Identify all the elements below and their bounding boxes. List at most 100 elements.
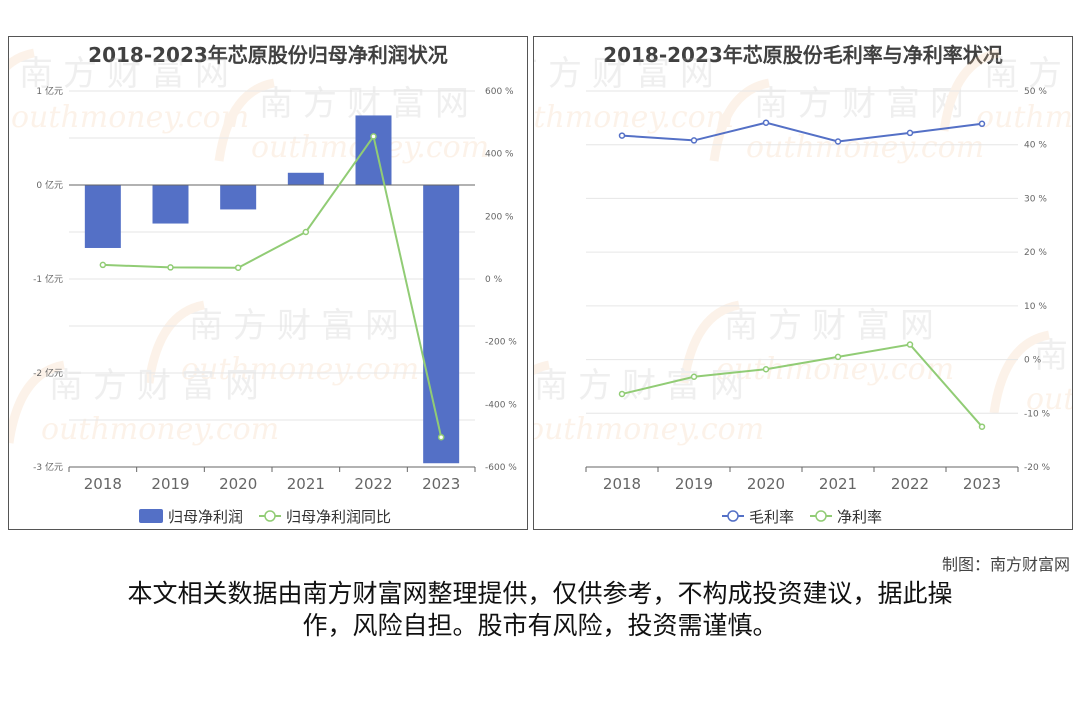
watermark-brand-en: outhmoney.com [534, 100, 734, 135]
legend-swatch-bar [139, 509, 163, 523]
disclaimer-line-2: 作，风险自担。股市有风险，投资需谨慎。 [302, 611, 778, 640]
y-right-tick-label: -400 % [485, 400, 517, 410]
y-right-tick-label: 20 % [1024, 248, 1047, 258]
disclaimer-line-1: 本文相关数据由南方财富网整理提供，仅供参考，不构成投资建议，据此操 [127, 579, 953, 608]
y-right-tick-label: 10 % [1024, 302, 1047, 312]
y-right-tick-label: 200 % [485, 212, 514, 222]
watermark-swoosh [939, 48, 1001, 132]
point-yoy-2022 [370, 133, 377, 140]
point-net-margin-2021 [834, 353, 842, 361]
bar-2018 [84, 185, 121, 248]
y-right-tick-label: -20 % [1024, 463, 1051, 473]
point-gross-margin-2020 [762, 119, 770, 126]
chart-title-margins: 2018-2023年芯原股份毛利率与净利率状况 [603, 43, 1003, 67]
watermark-brand-en: outhmoney.com [976, 100, 1073, 135]
point-net-margin-2019 [690, 373, 698, 381]
y-left-tick-label: -3 亿元 [33, 461, 63, 473]
point-net-margin-2018 [618, 390, 626, 398]
point-gross-margin-2023 [978, 120, 986, 128]
y-right-tick-label: 0 % [1024, 356, 1042, 366]
x-tick-label-2023: 2023 [963, 475, 1001, 493]
x-tick-label-2018: 2018 [84, 475, 122, 493]
x-tick-label-2019: 2019 [675, 475, 713, 493]
chart-credit: 制图：南方财富网 [941, 555, 1070, 574]
point-yoy-2020 [234, 264, 242, 271]
legend-label-gross-margin: 毛利率 [749, 508, 794, 526]
y-left-tick-label: -2 亿元 [33, 367, 63, 379]
y-right-tick-label: 400 % [485, 150, 514, 160]
point-gross-margin-2022 [906, 129, 914, 137]
chart-panel-net-profit: 2018-2023年芯原股份归母净利润状况 南方财富网 outhmoney.com… [8, 36, 528, 530]
series-line-net-margin [621, 343, 983, 428]
watermark-swoosh [679, 300, 741, 384]
bar-2022 [355, 115, 392, 185]
series-line-yoy [102, 134, 443, 438]
point-gross-margin-2021 [834, 138, 842, 145]
series-line-gross-margin [621, 121, 983, 143]
watermark-brand-en: outhmoney.com [181, 352, 419, 387]
watermark-swoosh [989, 330, 1051, 414]
watermark-swoosh [9, 360, 66, 444]
legend: 毛利率 净利率 [722, 508, 882, 526]
watermark-swoosh [214, 78, 276, 162]
watermark-brand-cn: 南方财富网 [754, 84, 974, 124]
watermark-brand-cn: 南方财富网 [534, 366, 754, 406]
bar-2020 [220, 185, 257, 210]
watermark-brand-en: outhmoney.com [1026, 382, 1073, 417]
y-left-tick-label: 1 亿元 [36, 85, 63, 97]
point-yoy-2018 [99, 261, 107, 269]
y-right-tick-label: -600 % [485, 463, 517, 473]
point-yoy-2019 [167, 264, 174, 271]
watermark-swoosh [144, 300, 206, 384]
chart-panel-margins: 2018-2023年芯原股份毛利率与净利率状况 南方财富网outhmoney.c… [533, 36, 1073, 530]
watermark-brand-en: outhmoney.com [534, 412, 764, 447]
legend: 归母净利润 归母净利润同比 [139, 508, 391, 526]
watermark-brand-en: outhmoney.com [746, 130, 984, 165]
watermark-swoosh [9, 48, 36, 71]
legend-label-net-margin: 净利率 [837, 508, 882, 526]
watermark: 南方财富网outhmoney.com南方财富网outhmoney.com南方财富… [534, 48, 1073, 447]
point-yoy-2021 [302, 228, 310, 236]
x-tick-label-2019: 2019 [151, 475, 189, 493]
disclaimer: 本文相关数据由南方财富网整理提供，仅供参考，不构成投资建议，据此操 作，风险自担… [80, 578, 1000, 642]
chart-net-profit: 南方财富网outhmoney.com南方财富网outhmoney.com南方财富… [9, 48, 517, 526]
watermark-brand-en: outhmoney.com [41, 412, 279, 447]
watermark-brand-cn: 南方财富网 [49, 366, 269, 406]
legend-swatch-marker [815, 510, 827, 522]
y-right-tick-label: -10 % [1024, 409, 1051, 419]
y-right-tick-label: 50 % [1024, 87, 1047, 97]
watermark: 南方财富网outhmoney.com南方财富网outhmoney.com南方财富… [9, 48, 489, 447]
point-gross-margin-2019 [690, 137, 698, 144]
point-net-margin-2023 [978, 423, 986, 430]
point-yoy-2023 [437, 433, 445, 441]
x-tick-label-2022: 2022 [354, 475, 392, 493]
bar-2023 [423, 185, 460, 464]
point-net-margin-2022 [906, 341, 914, 348]
y-right-tick-label: -200 % [485, 338, 517, 348]
chart-title-net-profit: 2018-2023年芯原股份归母净利润状况 [88, 43, 448, 67]
legend-label-line: 归母净利润同比 [286, 508, 391, 526]
x-tick-label-2018: 2018 [603, 475, 641, 493]
y-right-tick-label: 600 % [485, 87, 514, 97]
x-tick-label-2021: 2021 [287, 475, 325, 493]
legend-label-bar: 归母净利润 [168, 508, 243, 526]
chart-margins: 南方财富网outhmoney.com南方财富网outhmoney.com南方财富… [534, 48, 1073, 526]
x-tick-label-2020: 2020 [747, 475, 785, 493]
y-left-tick-label: 0 亿元 [36, 179, 63, 191]
legend-swatch-marker [264, 510, 276, 522]
point-net-margin-2020 [762, 365, 770, 373]
watermark-brand-cn: 南方财富网 [984, 54, 1073, 94]
watermark-brand-cn: 南方财富网 [19, 54, 239, 94]
legend-swatch-marker [727, 510, 739, 522]
x-tick-label-2021: 2021 [819, 475, 857, 493]
point-gross-margin-2018 [618, 132, 626, 139]
bar-2019 [152, 185, 189, 224]
watermark-swoosh [709, 78, 771, 162]
y-right-tick-label: 0 % [485, 275, 503, 285]
x-tick-label-2023: 2023 [422, 475, 460, 493]
y-left-tick-label: -1 亿元 [33, 273, 63, 285]
watermark-brand-cn: 南方财富网 [724, 306, 944, 346]
y-right-tick-label: 40 % [1024, 141, 1047, 151]
y-right-tick-label: 30 % [1024, 194, 1047, 204]
watermark-brand-cn: 南方财富网 [534, 54, 724, 94]
